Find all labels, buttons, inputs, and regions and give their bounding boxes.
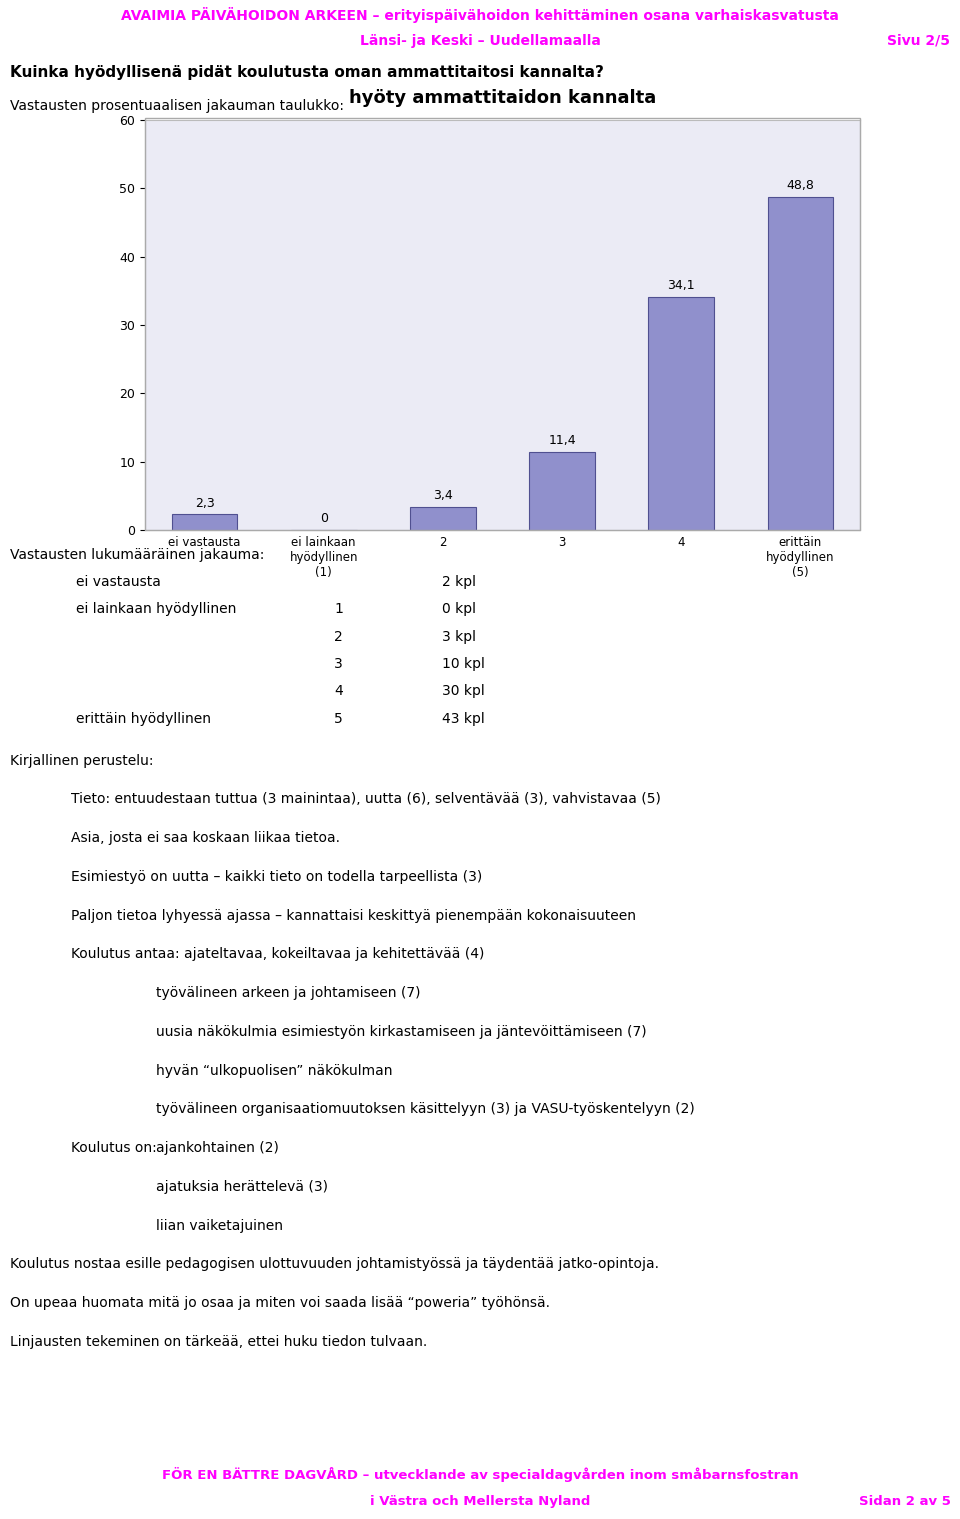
Text: Sivu 2/5: Sivu 2/5 xyxy=(887,33,950,49)
Text: Sidan 2 av 5: Sidan 2 av 5 xyxy=(858,1495,950,1508)
Text: 10 kpl: 10 kpl xyxy=(443,658,485,671)
Title: hyöty ammattitaidon kannalta: hyöty ammattitaidon kannalta xyxy=(348,90,656,108)
Text: liian vaiketajuinen: liian vaiketajuinen xyxy=(156,1218,282,1232)
Text: Vastausten lukumääräinen jakauma:: Vastausten lukumääräinen jakauma: xyxy=(10,547,264,562)
Text: 3 kpl: 3 kpl xyxy=(443,630,476,644)
Bar xyxy=(648,298,714,530)
Text: ei vastausta: ei vastausta xyxy=(76,574,160,589)
Text: 5: 5 xyxy=(334,712,343,726)
Text: Koulutus on:: Koulutus on: xyxy=(71,1141,156,1154)
Text: työvälineen arkeen ja johtamiseen (7): työvälineen arkeen ja johtamiseen (7) xyxy=(156,986,420,1000)
Bar xyxy=(172,515,237,530)
Text: ajatuksia herättelevä (3): ajatuksia herättelevä (3) xyxy=(156,1180,327,1194)
Text: 34,1: 34,1 xyxy=(667,279,695,292)
Text: Koulutus nostaa esille pedagogisen ulottuvuuden johtamistyössä ja täydentää jatk: Koulutus nostaa esille pedagogisen ulott… xyxy=(10,1258,659,1271)
Text: Kirjallinen perustelu:: Kirjallinen perustelu: xyxy=(10,753,154,767)
Text: 0 kpl: 0 kpl xyxy=(443,603,476,617)
Text: Koulutus antaa: ajateltavaa, kokeiltavaa ja kehitettävää (4): Koulutus antaa: ajateltavaa, kokeiltavaa… xyxy=(71,948,485,962)
Text: 48,8: 48,8 xyxy=(786,179,814,191)
Bar xyxy=(145,118,860,530)
Text: Asia, josta ei saa koskaan liikaa tietoa.: Asia, josta ei saa koskaan liikaa tietoa… xyxy=(71,831,340,845)
Text: i Västra och Mellersta Nyland: i Västra och Mellersta Nyland xyxy=(370,1495,590,1508)
Text: 11,4: 11,4 xyxy=(548,434,576,447)
Text: 3: 3 xyxy=(334,658,343,671)
Text: 3,4: 3,4 xyxy=(433,489,453,501)
Text: 0: 0 xyxy=(320,512,327,526)
Text: ajankohtainen (2): ajankohtainen (2) xyxy=(156,1141,278,1154)
Text: FÖR EN BÄTTRE DAGVÅRD – utvecklande av specialdagvården inom småbarnsfostran: FÖR EN BÄTTRE DAGVÅRD – utvecklande av s… xyxy=(161,1467,799,1481)
Text: Länsi- ja Keski – Uudellamaalla: Länsi- ja Keski – Uudellamaalla xyxy=(360,33,600,49)
Text: 2,3: 2,3 xyxy=(195,497,214,509)
Text: 43 kpl: 43 kpl xyxy=(443,712,485,726)
Text: Esimiestyö on uutta – kaikki tieto on todella tarpeellista (3): Esimiestyö on uutta – kaikki tieto on to… xyxy=(71,870,482,884)
Text: On upeaa huomata mitä jo osaa ja miten voi saada lisää “poweria” työhönsä.: On upeaa huomata mitä jo osaa ja miten v… xyxy=(10,1296,550,1309)
Text: 2: 2 xyxy=(334,630,343,644)
Text: Kuinka hyödyllisenä pidät koulutusta oman ammattitaitosi kannalta?: Kuinka hyödyllisenä pidät koulutusta oma… xyxy=(10,64,604,79)
Text: työvälineen organisaatiomuutoksen käsittelyyn (3) ja VASU-työskentelyyn (2): työvälineen organisaatiomuutoksen käsitt… xyxy=(156,1103,694,1116)
Text: ei lainkaan hyödyllinen: ei lainkaan hyödyllinen xyxy=(76,603,236,617)
Text: 4: 4 xyxy=(334,685,343,699)
Text: 1: 1 xyxy=(334,603,343,617)
Bar xyxy=(410,507,476,530)
Text: Paljon tietoa lyhyessä ajassa – kannattaisi keskittyä pienempään kokonaisuuteen: Paljon tietoa lyhyessä ajassa – kannatta… xyxy=(71,908,636,922)
Text: erittäin hyödyllinen: erittäin hyödyllinen xyxy=(76,712,211,726)
Text: AVAIMIA PÄIVÄHOIDON ARKEEN – erityispäivähoidon kehittäminen osana varhaiskasvat: AVAIMIA PÄIVÄHOIDON ARKEEN – erityispäiv… xyxy=(121,8,839,23)
Text: Vastausten prosentuaalisen jakauman taulukko:: Vastausten prosentuaalisen jakauman taul… xyxy=(10,99,344,112)
Bar xyxy=(529,453,595,530)
Text: 2 kpl: 2 kpl xyxy=(443,574,476,589)
Text: hyvän “ulkopuolisen” näkökulman: hyvän “ulkopuolisen” näkökulman xyxy=(156,1063,393,1077)
Bar xyxy=(768,196,833,530)
Text: Linjausten tekeminen on tärkeää, ettei huku tiedon tulvaan.: Linjausten tekeminen on tärkeää, ettei h… xyxy=(10,1335,427,1349)
Text: uusia näkökulmia esimiestyön kirkastamiseen ja jäntevöittämiseen (7): uusia näkökulmia esimiestyön kirkastamis… xyxy=(156,1025,646,1039)
Text: Tieto: entuudestaan tuttua (3 mainintaa), uutta (6), selventävää (3), vahvistava: Tieto: entuudestaan tuttua (3 mainintaa)… xyxy=(71,793,661,807)
Text: 30 kpl: 30 kpl xyxy=(443,685,485,699)
